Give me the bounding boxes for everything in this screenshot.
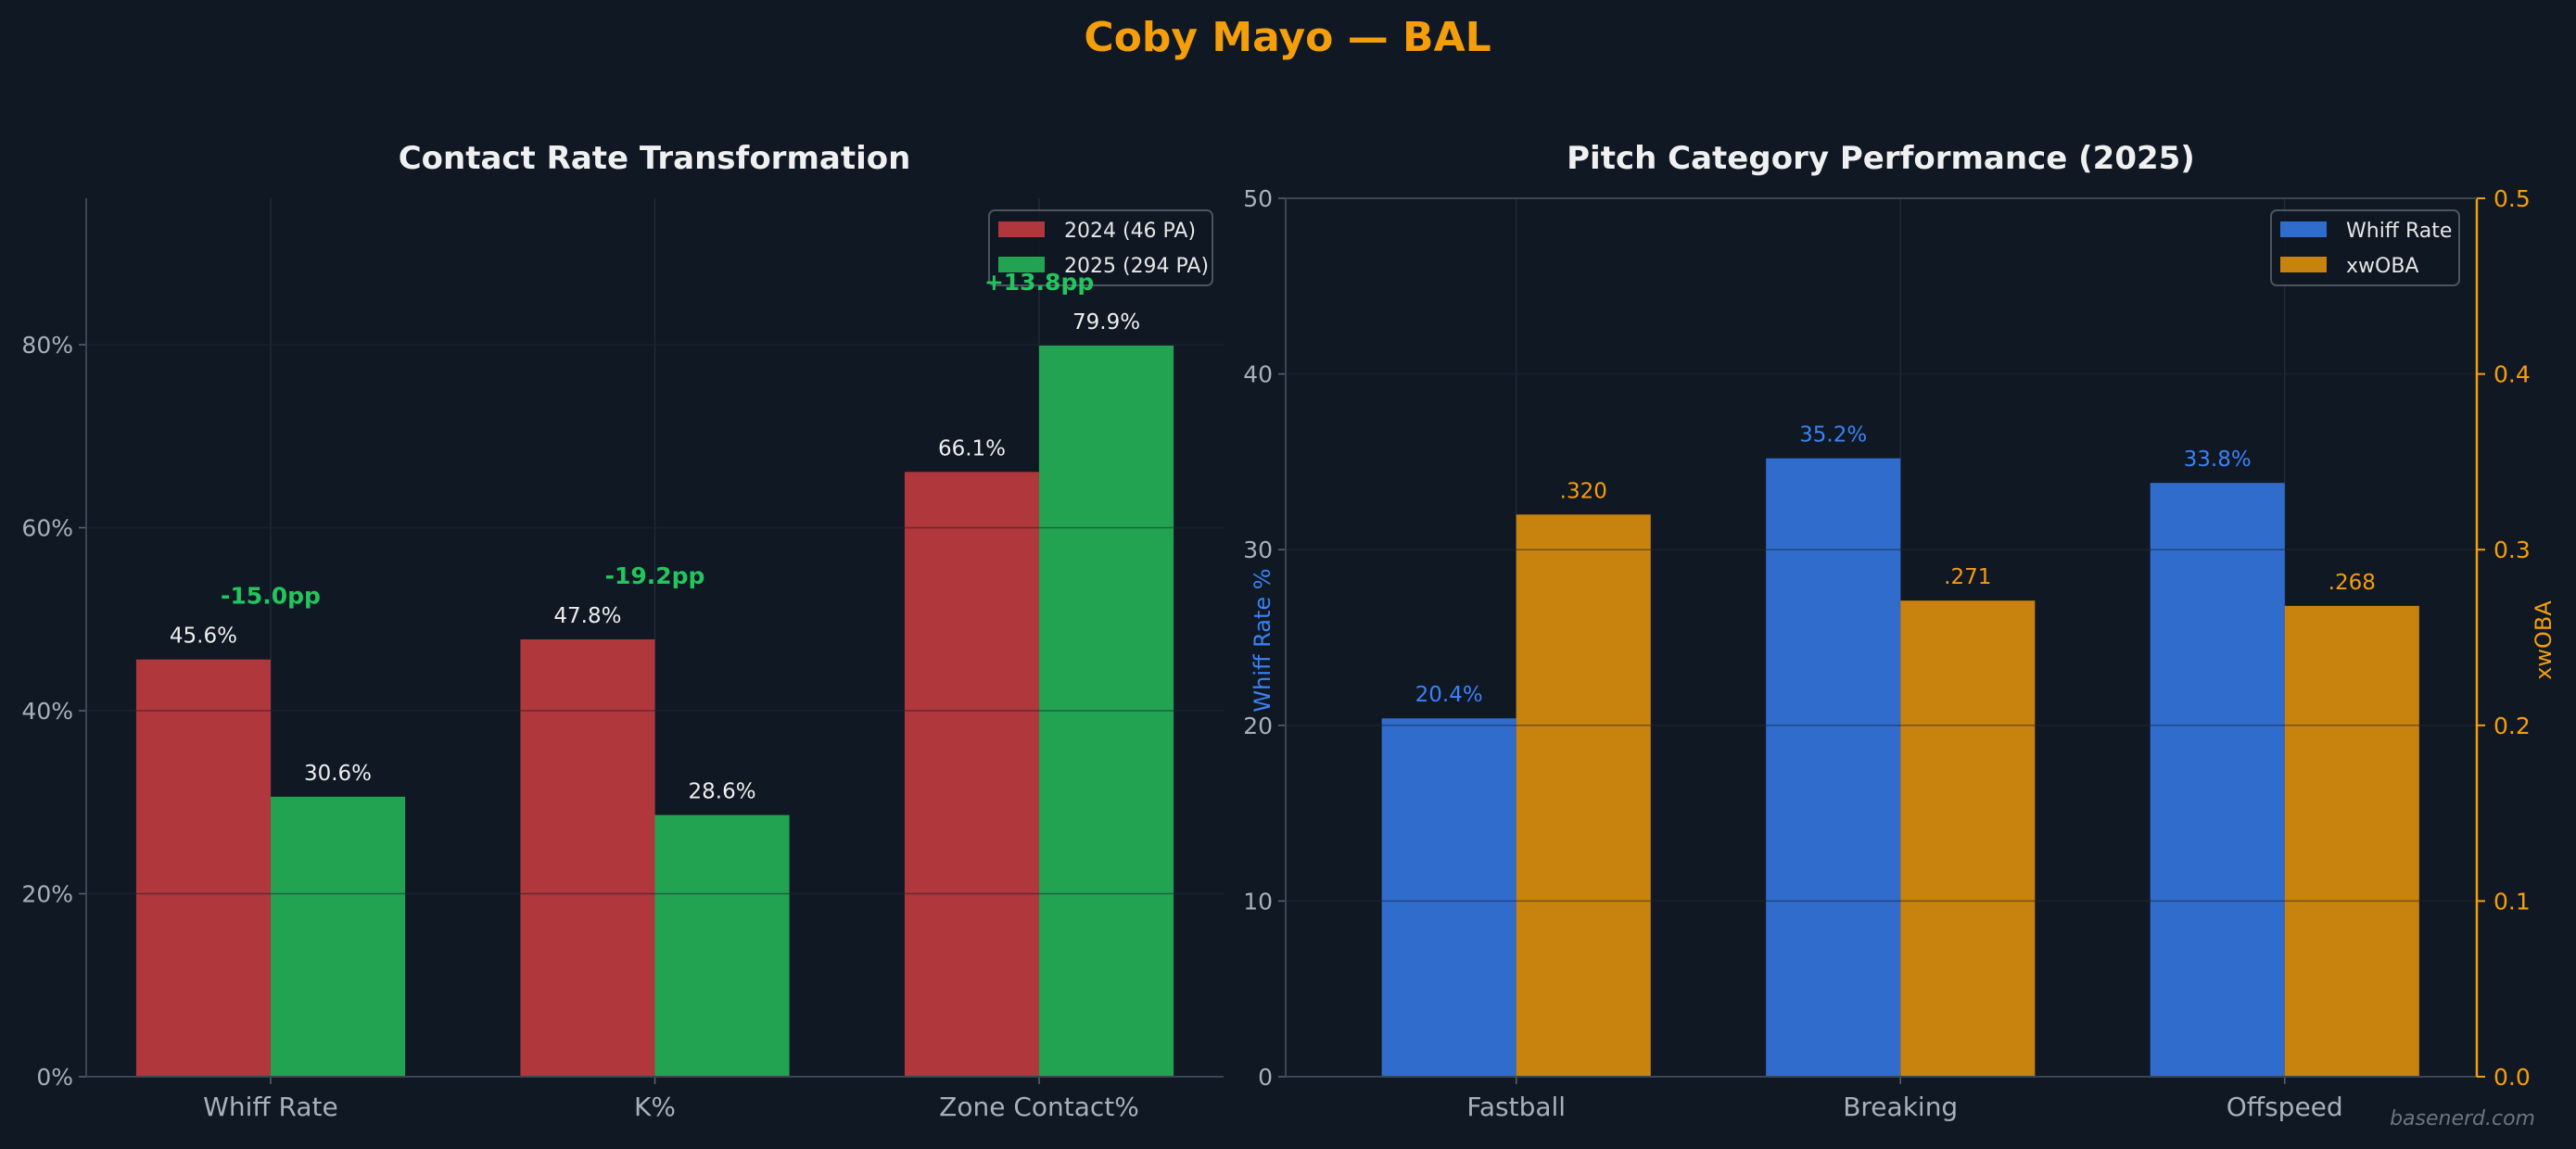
x-tick-label: Fastball	[1466, 1092, 1566, 1122]
bar-2025-294-pa-	[1039, 345, 1174, 1077]
bar-xwoba	[2284, 605, 2419, 1077]
data-label: 45.6%	[170, 625, 237, 649]
y2-tick-label: 0.0	[2494, 1064, 2531, 1091]
y2-tick-label: 0.2	[2494, 713, 2531, 739]
right-y-axis-label: Whiff Rate %	[1250, 568, 1275, 712]
bar-2025-294-pa-	[270, 796, 406, 1077]
bar-xwoba	[1516, 514, 1651, 1077]
y-tick-label: 80%	[21, 332, 73, 359]
legend-box	[988, 209, 1213, 286]
data-label: 47.8%	[553, 604, 621, 628]
right-chart-title: Pitch Category Performance (2025)	[1567, 140, 2195, 177]
y-tick-label: 40%	[21, 698, 73, 725]
x-tick-label: Zone Contact%	[939, 1092, 1139, 1122]
delta-annotation: -15.0pp	[221, 583, 321, 610]
y-tick-label: 50	[1243, 185, 1273, 212]
y-tick-label: 0%	[36, 1064, 73, 1091]
y-tick-label: 10	[1243, 888, 1273, 915]
legend-label: 2024 (46 PA)	[1064, 220, 1196, 243]
data-label: 35.2%	[1799, 423, 1867, 448]
data-label: .320	[1560, 479, 1607, 503]
y-tick-label: 0	[1258, 1064, 1273, 1091]
x-tick-label: Breaking	[1843, 1092, 1958, 1122]
legend-label: Whiff Rate	[2346, 220, 2452, 243]
y-tick-label: 60%	[21, 515, 73, 542]
y2-tick-label: 0.1	[2494, 888, 2531, 915]
right-y2-axis-label: xwOBA	[2531, 600, 2557, 680]
bar-whiff-rate	[2150, 483, 2285, 1077]
legend-label: 2025 (294 PA)	[1064, 255, 1209, 278]
legend-label: xwOBA	[2346, 255, 2418, 278]
legend-swatch	[998, 257, 1045, 272]
figure-title: Coby Mayo — BAL	[1084, 14, 1491, 61]
data-label: 79.9%	[1072, 310, 1140, 335]
y2-tick-label: 0.4	[2494, 361, 2531, 388]
data-label: 20.4%	[1415, 683, 1483, 707]
data-label: 33.8%	[2184, 448, 2252, 472]
y-tick-label: 40	[1243, 361, 1273, 388]
data-label: 30.6%	[304, 762, 372, 786]
y-tick-label: 20%	[21, 881, 73, 908]
y2-tick-label: 0.5	[2494, 185, 2531, 212]
bar-2024-46-pa-	[520, 638, 655, 1077]
y-tick-label: 20	[1243, 713, 1273, 739]
watermark: basenerd.com	[2390, 1107, 2535, 1130]
x-tick-label: Whiff Rate	[203, 1092, 338, 1122]
data-label: .271	[1944, 565, 1991, 589]
delta-annotation: -19.2pp	[605, 562, 705, 589]
data-label: .268	[2329, 571, 2376, 595]
bar-whiff-rate	[1381, 718, 1516, 1077]
x-tick-label: K%	[634, 1092, 676, 1122]
data-label: 66.1%	[938, 436, 1006, 461]
bar-xwoba	[1900, 600, 2036, 1077]
delta-annotation: +13.8pp	[984, 269, 1094, 296]
bar-2024-46-pa-	[135, 659, 271, 1077]
left-chart-title: Contact Rate Transformation	[399, 140, 911, 177]
bar-whiff-rate	[1766, 458, 1901, 1077]
legend-swatch	[998, 221, 1045, 237]
bar-2024-46-pa-	[904, 472, 1040, 1077]
legend-swatch	[2280, 257, 2327, 272]
bar-2025-294-pa-	[654, 814, 790, 1077]
legend-swatch	[2280, 221, 2327, 237]
x-tick-label: Offspeed	[2227, 1092, 2343, 1122]
y2-tick-label: 0.3	[2494, 537, 2531, 563]
data-label: 28.6%	[689, 780, 756, 804]
y-tick-label: 30	[1243, 537, 1273, 563]
